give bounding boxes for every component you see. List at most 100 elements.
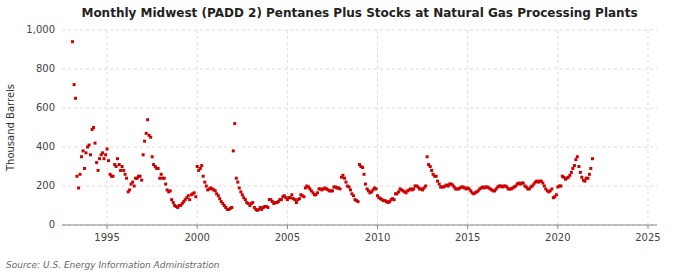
y-tick-label: 200: [36, 180, 55, 191]
point: [412, 187, 415, 190]
point: [119, 169, 122, 172]
point: [172, 201, 175, 204]
x-tick: [197, 225, 198, 229]
point: [438, 183, 441, 186]
point: [570, 171, 573, 174]
y-grid-line: [62, 186, 657, 187]
point: [200, 164, 203, 167]
x-grid-line: [377, 30, 378, 225]
point: [104, 153, 107, 156]
point: [576, 155, 579, 158]
x-grid-line: [467, 30, 468, 225]
point: [298, 197, 301, 200]
point: [77, 186, 80, 189]
point: [316, 191, 319, 194]
point: [115, 165, 118, 168]
points: [71, 40, 594, 212]
point: [580, 176, 583, 179]
point: [550, 187, 553, 190]
point: [571, 167, 574, 170]
x-tick: [467, 225, 468, 229]
point: [118, 163, 121, 166]
point: [103, 157, 106, 160]
y-grid-line: [62, 147, 657, 148]
y-tick-label: 0: [49, 219, 55, 230]
point: [577, 165, 580, 168]
source: Source: U.S. Energy Information Administ…: [6, 260, 220, 270]
point: [88, 144, 91, 147]
chart: 02004006008001,0001995200020052010201520…: [0, 0, 675, 275]
point: [73, 83, 76, 86]
point: [116, 157, 119, 160]
y-axis-label: Thousand Barrels: [5, 84, 16, 172]
point: [361, 166, 364, 169]
point: [244, 198, 247, 201]
x-tick-label: 2020: [545, 232, 570, 243]
point: [235, 177, 238, 180]
x-tick-label: 2010: [365, 232, 390, 243]
point: [579, 171, 582, 174]
point: [202, 175, 205, 178]
x-tick: [557, 225, 558, 229]
point: [131, 181, 134, 184]
point: [573, 164, 576, 167]
point: [142, 153, 145, 156]
point: [157, 167, 160, 170]
point: [266, 206, 269, 209]
point: [364, 183, 367, 186]
x-tick-label: 2025: [635, 232, 660, 243]
point: [93, 142, 96, 145]
x-tick-label: 2000: [185, 232, 210, 243]
title: Monthly Midwest (PADD 2) Pentanes Plus S…: [81, 6, 637, 20]
point: [146, 118, 149, 121]
point: [230, 206, 233, 209]
point: [139, 175, 142, 178]
point: [89, 153, 92, 156]
point: [295, 201, 298, 204]
y-tick-label: 1,000: [26, 24, 55, 35]
point: [163, 177, 166, 180]
point: [341, 174, 344, 177]
point: [122, 169, 125, 172]
point: [236, 181, 239, 184]
point: [588, 173, 591, 176]
point: [98, 157, 101, 160]
point: [293, 198, 296, 201]
point: [121, 165, 124, 168]
point: [568, 174, 571, 177]
point: [241, 193, 244, 196]
y-grid-line: [62, 225, 657, 226]
point: [187, 194, 190, 197]
point: [112, 175, 115, 178]
x-grid-line: [287, 30, 288, 225]
point: [339, 187, 342, 190]
x-tick: [647, 225, 648, 229]
point: [82, 149, 85, 152]
point: [591, 157, 594, 160]
x-tick: [107, 225, 108, 229]
point: [124, 173, 127, 176]
point: [188, 198, 191, 201]
point: [289, 196, 292, 199]
x-tick: [377, 225, 378, 229]
y-tick-label: 600: [36, 102, 55, 113]
point: [84, 151, 87, 154]
x-tick-label: 2015: [455, 232, 480, 243]
point: [133, 185, 136, 188]
point: [357, 200, 360, 203]
point: [583, 180, 586, 183]
point: [522, 182, 525, 185]
point: [170, 198, 173, 201]
y-grid-line: [62, 69, 657, 70]
x-grid-line: [107, 30, 108, 225]
point: [363, 173, 366, 176]
grid: [62, 30, 657, 225]
point: [97, 169, 100, 172]
point: [251, 201, 254, 204]
point: [217, 194, 220, 197]
point: [164, 183, 167, 186]
point: [302, 195, 305, 198]
point: [589, 167, 592, 170]
point: [239, 190, 242, 193]
point: [218, 197, 221, 200]
